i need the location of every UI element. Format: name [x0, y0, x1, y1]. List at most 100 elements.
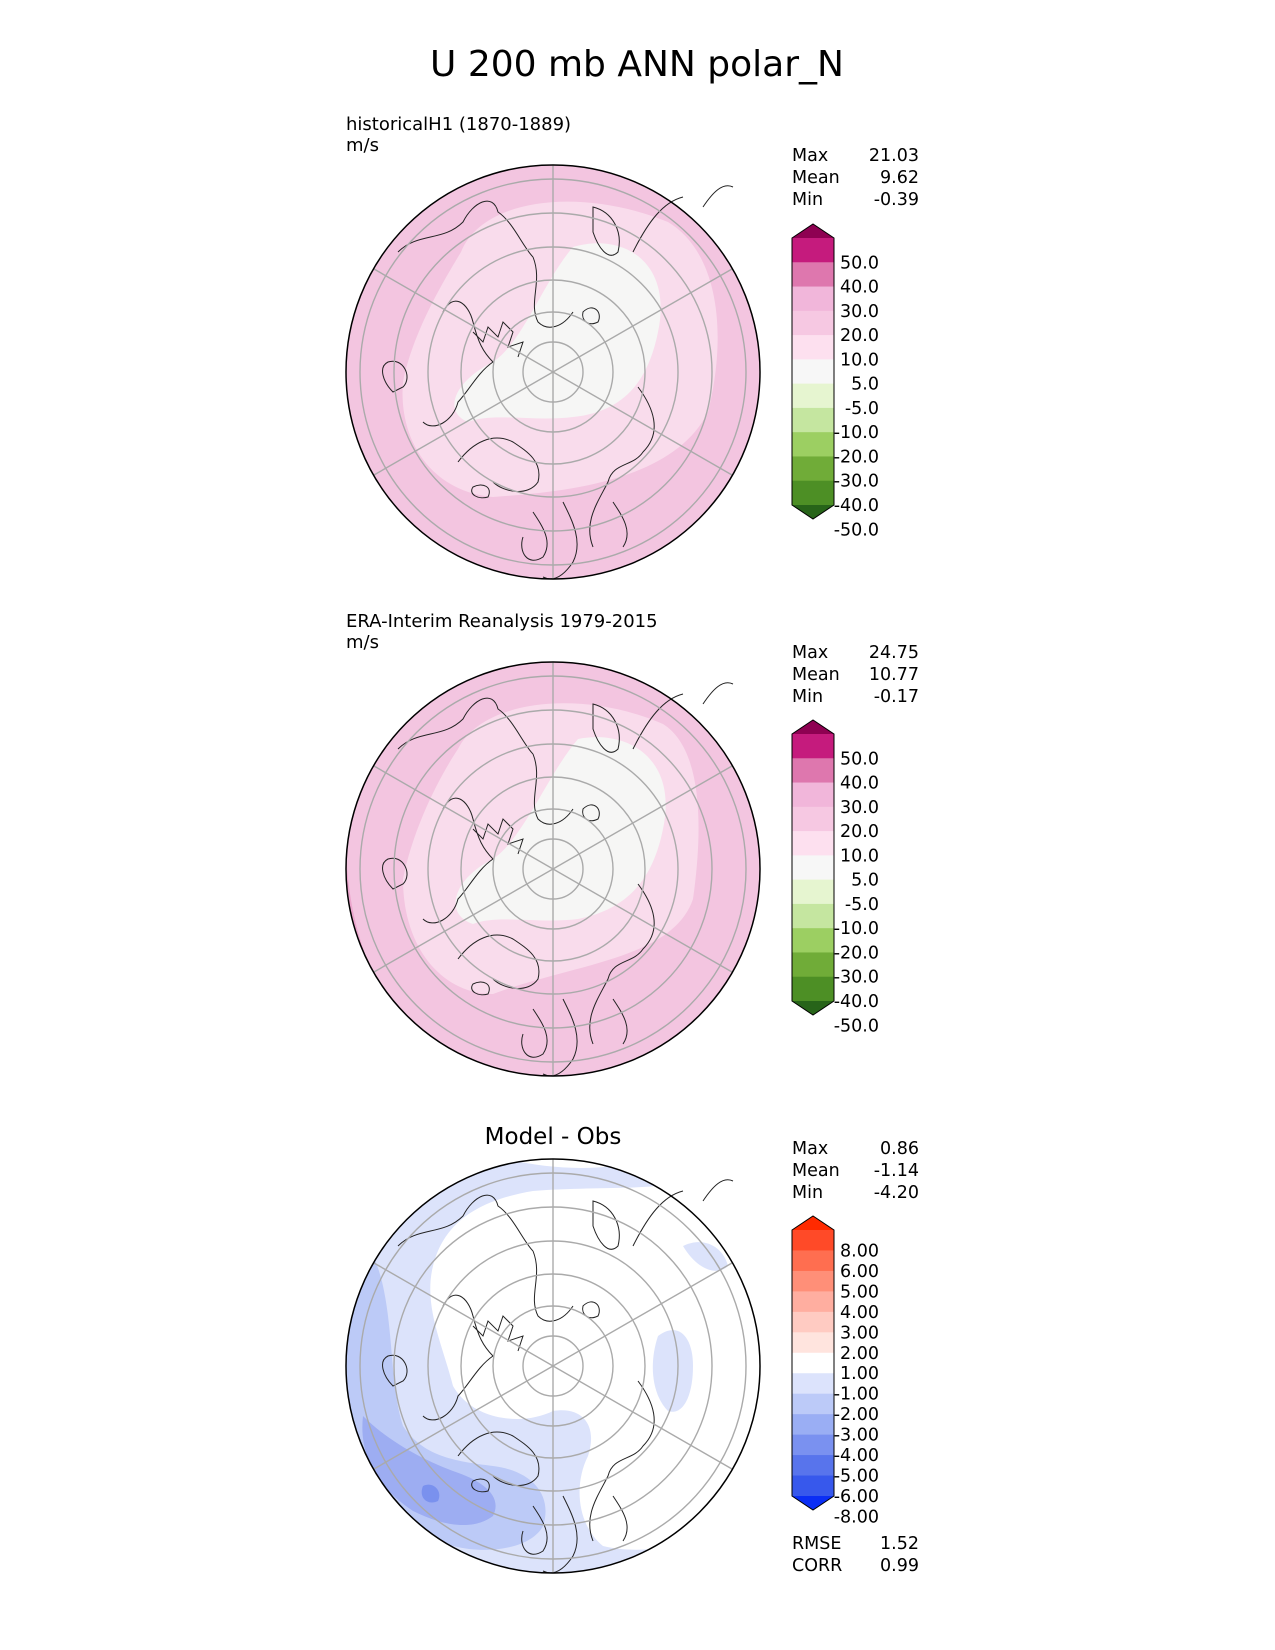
colorbar-swatch: [792, 1455, 834, 1477]
colorbar-swatch: [792, 903, 834, 929]
graticule: [359, 165, 747, 579]
colorbar-tick-label: -5.0: [845, 399, 879, 419]
colorbar-swatch: [792, 1414, 834, 1436]
stats-block: Max 0.86 Mean -1.14 Min -4.20: [792, 1139, 919, 1203]
colorbar-swatch: [792, 976, 834, 1002]
field-band-lt5: [454, 243, 661, 422]
panel-units: m/s: [346, 632, 379, 653]
colorbar-extend-min: [792, 1001, 834, 1015]
colorbar-swatch: [792, 928, 834, 953]
colorbar-field: 50.0 40.0 30.0 20.0 10.0 5.0 -5.0 -10.0 -20.0 -30…: [791, 223, 879, 540]
stat-label: Min: [792, 190, 823, 210]
colorbar-tick-label: 5.0: [851, 871, 879, 891]
map-border: [345, 164, 761, 580]
colorbar-swatch: [792, 855, 834, 881]
colorbar-outline: [791, 223, 835, 520]
colorbar-swatch: [792, 1270, 834, 1292]
stat-value: 0.99: [880, 1556, 919, 1576]
colorbar-extend-min: [792, 505, 834, 519]
polar-map: [345, 1158, 761, 1574]
panel-title: Model - Obs: [485, 1124, 622, 1150]
colorbar-extend-min: [792, 1496, 834, 1510]
colorbar-tick-label: -20.0: [834, 447, 879, 467]
colorbar-swatch: [792, 1230, 834, 1251]
colorbar-swatch: [792, 383, 834, 409]
stat-label: Min: [792, 1183, 823, 1203]
map-border: [345, 1158, 761, 1574]
stat-value: 24.75: [869, 643, 919, 663]
colorbar-tick-label: -3.00: [834, 1426, 879, 1446]
colorbar-swatch: [792, 782, 834, 808]
colorbar-tick-label: 30.0: [840, 798, 879, 818]
panel-title: historicalH1 (1870-1889): [346, 114, 571, 135]
colorbar-swatch: [792, 1311, 834, 1333]
colorbar-swatch: [792, 335, 834, 360]
colorbar-tick-label: -40.0: [834, 992, 879, 1012]
colorbar-swatch: [792, 432, 834, 457]
stat-value: -4.20: [874, 1183, 919, 1203]
colorbar-swatch: [792, 1475, 834, 1497]
colorbar-swatch: [792, 1332, 834, 1354]
colorbar-tick-label: -10.0: [834, 919, 879, 939]
colorbar-swatch: [792, 1373, 834, 1395]
colorbar-diff: 8.006.005.004.003.002.001.00-1.00-2.00-3…: [791, 1215, 879, 1527]
colorbar-tick-label: 40.0: [840, 774, 879, 794]
colorbar-swatch: [792, 456, 834, 482]
stat-value: 0.86: [880, 1139, 919, 1159]
colorbar-tick-label: 3.00: [840, 1323, 879, 1343]
colorbar-tick-label: 10.0: [840, 846, 879, 866]
colorbar-swatch: [792, 1434, 834, 1456]
coastlines: [382, 1179, 734, 1574]
colorbar-extend-max: [792, 224, 834, 238]
colorbar-tick-label: 8.00: [840, 1241, 879, 1261]
colorbar-swatch: [792, 359, 834, 385]
colorbar-tick-label: 20.0: [840, 822, 879, 842]
colorbar-tick-label: 2.00: [840, 1344, 879, 1364]
colorbar-tick-label: -50.0: [834, 1016, 879, 1036]
colorbar-swatch: [792, 262, 834, 288]
colorbar-tick-label: -5.00: [834, 1467, 879, 1487]
colorbar-extend-max: [792, 1216, 834, 1230]
stat-value: -0.17: [874, 687, 919, 707]
panel-obs: ERA-Interim Reanalysis 1979-2015 m/s: [345, 611, 919, 1077]
colorbar-tick-label: 5.0: [851, 375, 879, 395]
panel-title: ERA-Interim Reanalysis 1979-2015: [346, 611, 658, 632]
colorbar-tick-label: -2.00: [834, 1405, 879, 1425]
colorbar-tick-label: -4.00: [834, 1446, 879, 1466]
diff-band-minus1-2-right: [652, 1330, 693, 1412]
map-border: [345, 661, 761, 1077]
panel-diff: Model - Obs: [345, 1124, 919, 1576]
colorbar-tick-label: 30.0: [840, 302, 879, 322]
colorbar-swatch: [792, 480, 834, 506]
stat-value: 1.52: [880, 1534, 919, 1554]
coastlines: [382, 185, 734, 580]
stats-block: Max 21.03 Mean 9.62 Min -0.39: [792, 146, 919, 210]
colorbar-swatch: [792, 310, 834, 336]
graticule: [359, 1159, 747, 1573]
colorbar-tick-label: -5.0: [845, 895, 879, 915]
stat-value: 10.77: [869, 665, 919, 685]
colorbar-tick-label: 10.0: [840, 350, 879, 370]
colorbar-swatch: [792, 734, 834, 759]
colorbar-swatch: [792, 831, 834, 856]
stat-label: Mean: [792, 168, 840, 188]
stat-value: 21.03: [869, 146, 919, 166]
figure-title: U 200 mb ANN polar_N: [430, 44, 844, 85]
colorbar-tick-label: 1.00: [840, 1364, 879, 1384]
colorbar-swatch: [792, 407, 834, 433]
colorbar-tick-label: -6.00: [834, 1487, 879, 1507]
stats-block: Max 24.75 Mean 10.77 Min -0.17: [792, 643, 919, 707]
colorbar-swatch: [792, 806, 834, 832]
colorbar-swatch: [792, 1352, 834, 1374]
diff-band-minus3-4: [362, 1416, 496, 1526]
colorbar-swatch: [792, 1393, 834, 1415]
colorbar-tick-label: -30.0: [834, 968, 879, 988]
colorbar-tick-label: -10.0: [834, 423, 879, 443]
colorbar-swatch: [792, 286, 834, 312]
stat-label: Mean: [792, 1161, 840, 1181]
colorbar-tick-label: 40.0: [840, 278, 879, 298]
stat-value: -1.14: [874, 1161, 919, 1181]
stat-label: Min: [792, 687, 823, 707]
colorbar-swatch: [792, 879, 834, 905]
